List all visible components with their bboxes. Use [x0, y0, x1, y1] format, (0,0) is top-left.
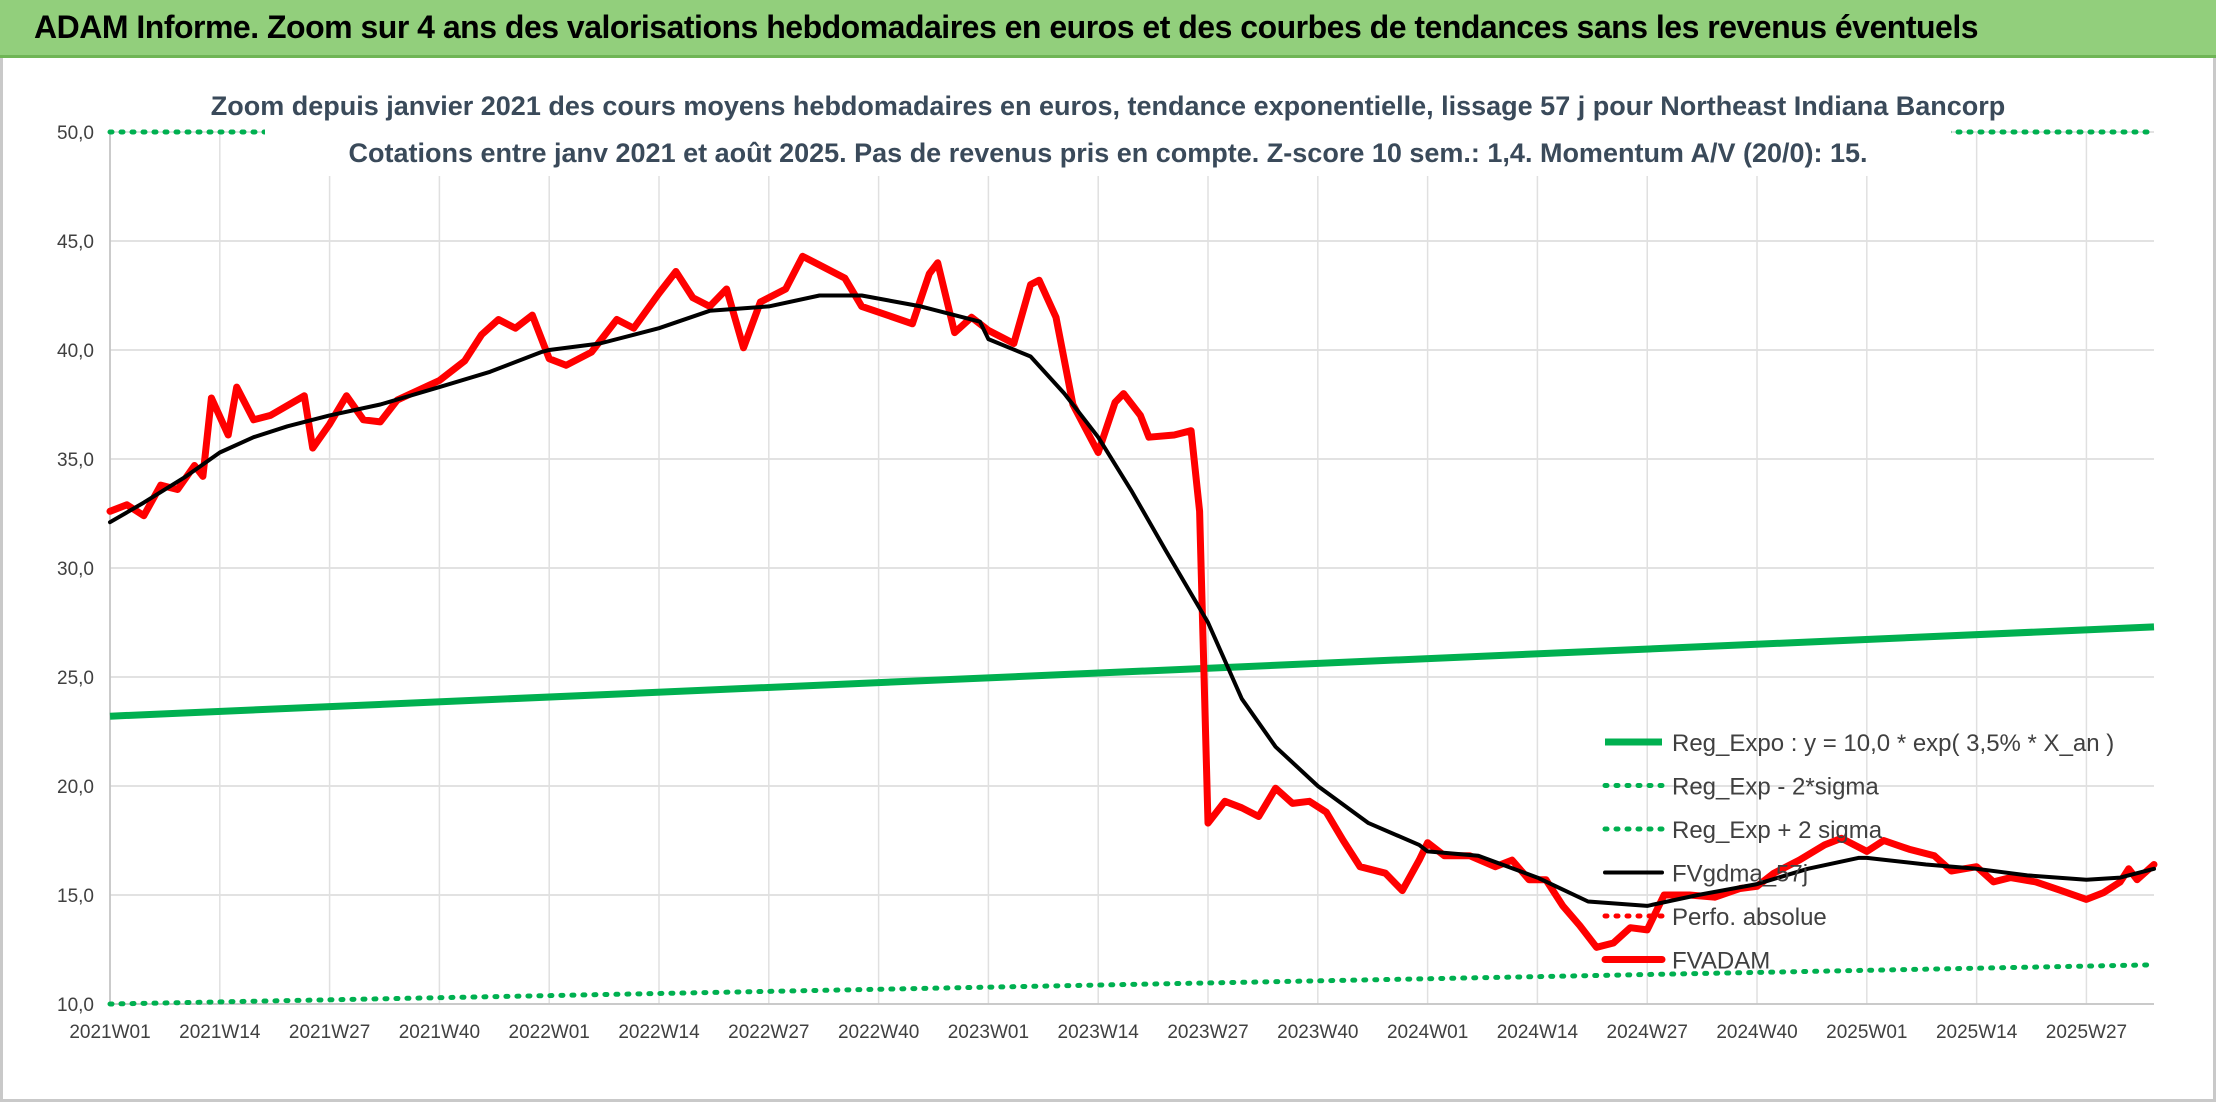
series-line-fvadam — [106, 252, 2158, 951]
y-tick-label: 10,0 — [57, 995, 94, 1016]
x-tick-label: 2024W27 — [1607, 1022, 1688, 1043]
legend-label-perfo-absolue: Perfo. absolue — [1672, 904, 1827, 931]
x-tick-label: 2023W40 — [1277, 1022, 1358, 1043]
x-tick-label: 2021W40 — [399, 1022, 480, 1043]
header-bar: ADAM Informe. Zoom sur 4 ans des valoris… — [0, 0, 2216, 58]
y-tick-label: 40,0 — [57, 341, 94, 362]
y-tick-label: 45,0 — [57, 232, 94, 253]
series-line-reg-exp-minus-2-sigma — [107, 962, 2157, 1007]
x-tick-label: 2022W27 — [728, 1022, 809, 1043]
legend-label-reg-exp-minus-2-sigma: Reg_Exp - 2*sigma — [1672, 774, 1879, 801]
x-tick-label: 2023W27 — [1167, 1022, 1248, 1043]
x-tick-label: 2025W14 — [1936, 1022, 2018, 1043]
x-tick-label: 2025W01 — [1826, 1022, 1907, 1043]
x-tick-label: 2023W01 — [948, 1022, 1029, 1043]
legend: Reg_Expo : y = 10,0 * exp( 3,5% * X_an )… — [1601, 730, 2114, 975]
y-tick-label: 50,0 — [57, 123, 94, 144]
x-tick-label: 2021W01 — [69, 1022, 150, 1043]
legend-label-reg-exp-plus-2-sigma: Reg_Exp + 2 sigma — [1672, 817, 1883, 844]
x-tick-label: 2024W40 — [1716, 1022, 1797, 1043]
chart-subtitle-line-2: Cotations entre janv 2021 et août 2025. … — [348, 138, 1867, 168]
x-tick-label: 2021W27 — [289, 1022, 370, 1043]
legend-label-reg-expo: Reg_Expo : y = 10,0 * exp( 3,5% * X_an ) — [1672, 730, 2114, 757]
y-tick-label: 35,0 — [57, 450, 94, 471]
chart-subtitle-line-1: Zoom depuis janvier 2021 des cours moyen… — [211, 91, 2006, 121]
x-tick-label: 2022W01 — [509, 1022, 590, 1043]
y-tick-label: 15,0 — [57, 886, 94, 907]
x-tick-label: 2024W01 — [1387, 1022, 1468, 1043]
y-tick-label: 30,0 — [57, 559, 94, 580]
x-tick-label: 2025W27 — [2046, 1022, 2127, 1043]
x-tick-label: 2023W14 — [1058, 1022, 1140, 1043]
x-tick-label: 2024W14 — [1497, 1022, 1579, 1043]
series-line-reg-expo — [109, 623, 2155, 720]
series-line-fvgdma-57j — [108, 293, 2156, 908]
y-tick-label: 25,0 — [57, 668, 94, 689]
page-title: ADAM Informe. Zoom sur 4 ans des valoris… — [34, 9, 1979, 45]
subtitle-background — [265, 82, 1951, 176]
grid — [109, 131, 2154, 1005]
axes: 10,0 15,0 20,0 25,0 30,0 35,0 40,0 45,0 50,0 2021… — [57, 123, 2154, 1043]
y-tick-label: 20,0 — [57, 777, 94, 798]
x-tick-label: 2021W14 — [179, 1022, 261, 1043]
legend-label-fvgdma-57j: FVgdma_57j — [1672, 861, 1808, 888]
legend-label-fvadam: FVADAM — [1672, 948, 1770, 975]
x-tick-label: 2022W40 — [838, 1022, 919, 1043]
x-tick-label: 2022W14 — [618, 1022, 700, 1043]
